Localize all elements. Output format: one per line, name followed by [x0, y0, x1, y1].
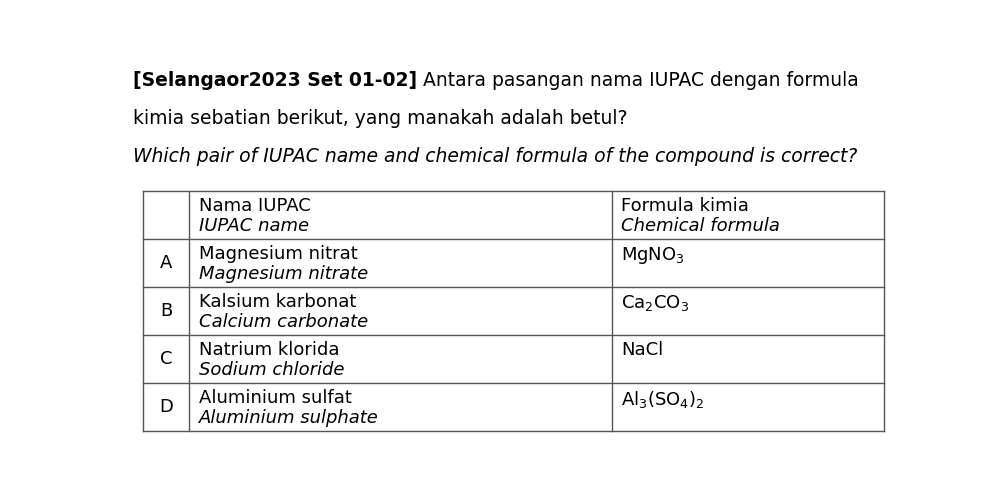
- Text: Which pair of IUPAC name and chemical formula of the compound is correct?: Which pair of IUPAC name and chemical fo…: [133, 147, 858, 166]
- Text: Kalsium karbonat: Kalsium karbonat: [198, 293, 356, 311]
- Text: Al$_3$(SO$_4$)$_2$: Al$_3$(SO$_4$)$_2$: [621, 389, 704, 410]
- Text: Formula kimia: Formula kimia: [621, 197, 749, 215]
- Text: Natrium klorida: Natrium klorida: [198, 341, 339, 359]
- Text: MgNO$_3$: MgNO$_3$: [621, 245, 685, 266]
- Text: NaCl: NaCl: [621, 341, 664, 359]
- Text: Chemical formula: Chemical formula: [621, 217, 781, 235]
- Text: Antara pasangan nama IUPAC dengan formula: Antara pasangan nama IUPAC dengan formul…: [418, 71, 859, 90]
- Text: Nama IUPAC: Nama IUPAC: [198, 197, 310, 215]
- Text: Sodium chloride: Sodium chloride: [198, 361, 344, 379]
- Text: Magnesium nitrat: Magnesium nitrat: [198, 245, 357, 263]
- Text: B: B: [160, 302, 173, 320]
- Text: Aluminium sulphate: Aluminium sulphate: [198, 409, 379, 427]
- Text: IUPAC name: IUPAC name: [198, 217, 309, 235]
- Text: D: D: [160, 398, 174, 416]
- Text: A: A: [160, 254, 173, 272]
- Text: [Selangaor2023 Set 01-02]: [Selangaor2023 Set 01-02]: [133, 71, 418, 90]
- Text: Aluminium sulfat: Aluminium sulfat: [198, 389, 351, 407]
- Text: Magnesium nitrate: Magnesium nitrate: [198, 265, 368, 283]
- Text: kimia sebatian berikut, yang manakah adalah betul?: kimia sebatian berikut, yang manakah ada…: [133, 109, 628, 128]
- Text: Calcium carbonate: Calcium carbonate: [198, 313, 368, 331]
- Text: C: C: [160, 350, 173, 368]
- Text: Ca$_2$CO$_3$: Ca$_2$CO$_3$: [621, 293, 689, 313]
